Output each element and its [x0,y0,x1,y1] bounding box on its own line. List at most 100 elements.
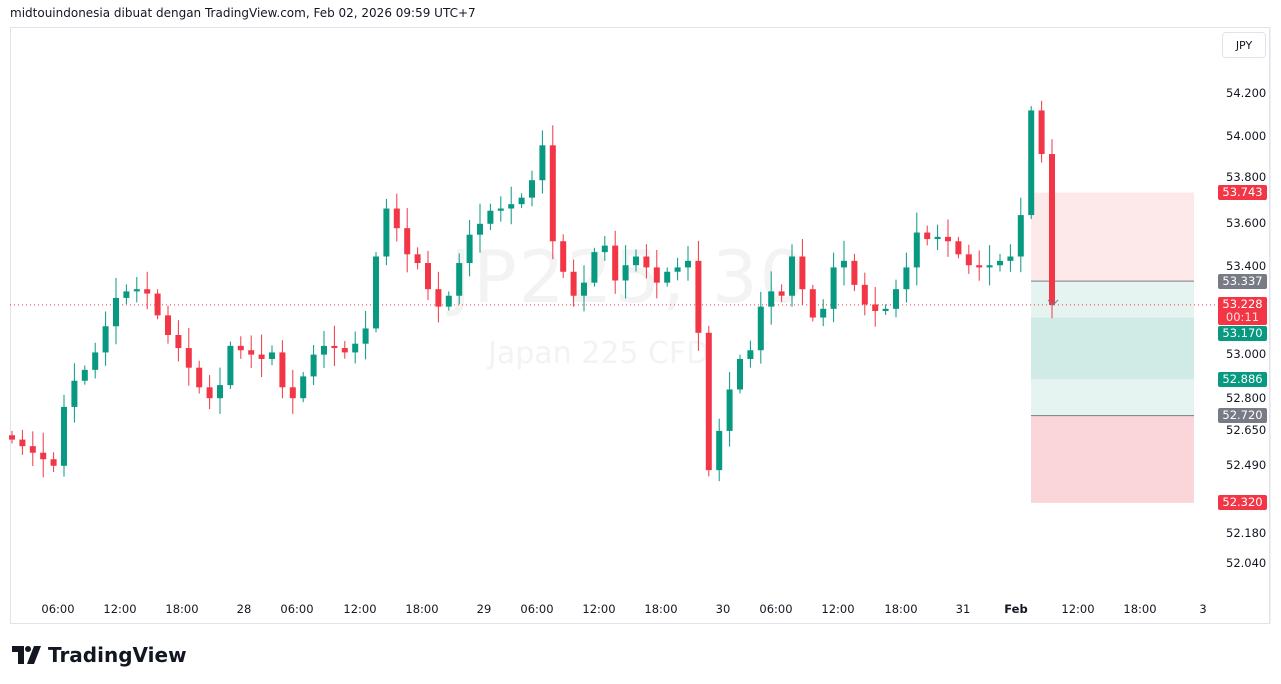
candle-body [685,260,691,268]
candle-body [71,380,78,407]
candle-body [529,180,535,198]
time-tick: 06:00 [41,602,75,616]
level-badge: 52.720 [1218,408,1267,424]
candle-body [560,241,567,272]
candle-body [196,367,203,388]
candle-body [518,197,525,205]
candle-body [1007,256,1014,261]
time-tick: 12:00 [1061,602,1095,616]
level-badge: 52.886 [1218,371,1267,387]
level-badge: 53.337 [1218,273,1267,289]
candle-body [799,256,806,290]
candle-body [497,208,504,211]
candle-body [123,291,130,298]
time-tick: 18:00 [1123,602,1157,616]
candle-body [737,358,743,390]
candle-body [133,289,140,292]
candle-body [341,348,348,353]
candle-body [9,435,15,440]
candle-body [809,289,816,318]
stop-zone [1031,192,1194,282]
level-badge: 53.170 [1218,325,1267,341]
candle-body [695,260,702,333]
candle-body [248,350,255,355]
candle-body [477,223,483,235]
time-tick: 18:00 [165,602,199,616]
price-tick: 53.600 [1226,216,1267,231]
candle-body [893,289,899,309]
candle-body [154,293,161,316]
candle-body [830,267,837,309]
candle-body [237,345,244,351]
candle-body [591,252,598,283]
time-tick: 06:00 [759,602,793,616]
candle-body [206,387,213,399]
candle-body [144,289,151,294]
price-tick: 53.000 [1226,347,1267,362]
candle-body [945,236,951,242]
candle-body [726,389,733,431]
level-badge: 53.743 [1218,185,1267,201]
candle-body [425,263,431,290]
candle-body [321,345,327,355]
time-tick: 31 [955,602,971,616]
candle-body [570,271,577,296]
candle-body [903,267,910,290]
last-price-badge: 53.228 00:11 [1218,296,1267,325]
time-tick: 06:00 [520,602,554,616]
time-tick: 29 [476,602,492,616]
candle-body [19,439,26,447]
candle-body [487,210,494,224]
time-tick: 12:00 [103,602,137,616]
candle-body [549,145,556,242]
price-tick: 54.200 [1226,85,1267,100]
candle-body [102,326,109,353]
time-tick: 12:00 [821,602,855,616]
price-tick: 53.800 [1226,170,1267,185]
time-tick: 3 [1199,602,1207,616]
last-price-value: 53.228 [1222,296,1263,311]
candle-body [393,208,400,229]
candle-body [92,352,99,370]
candle-body [404,228,411,255]
candle-body [61,406,67,466]
candle-body [841,260,847,268]
candle-body [913,232,920,268]
candle-body [113,297,119,327]
price-tick: 52.490 [1226,458,1267,473]
level-badge: 52.320 [1218,495,1267,511]
candle-body [768,291,775,307]
candle-body [279,352,286,388]
candle-body [1038,110,1045,155]
time-tick: 06:00 [280,602,314,616]
tradingview-logo[interactable]: TradingView [12,643,187,667]
price-tick: 52.650 [1226,423,1267,438]
candle-body [352,343,359,353]
candle-body [986,265,993,268]
candle-body [175,334,182,349]
candle-body [1028,110,1035,216]
candle-body [861,284,868,305]
candle-body [653,267,660,283]
candle-body [851,260,858,285]
candle-body [622,265,629,281]
candle-body [633,256,639,266]
candle-body [747,350,754,359]
candle-body [456,263,463,296]
candle-body [965,254,972,266]
candle-body [165,315,171,335]
candle-body [508,204,515,209]
currency-button[interactable]: JPY [1222,32,1266,58]
candle-body [539,145,546,181]
candle-body [362,328,369,344]
candle-body [924,232,931,240]
candle-body [757,306,764,351]
lower-stop-zone [1031,415,1194,503]
candle-body [300,376,307,399]
candle-body [716,430,723,471]
candle-body [955,241,962,255]
candle-body [217,385,223,399]
candle-body [185,348,192,368]
time-tick: 28 [236,602,252,616]
